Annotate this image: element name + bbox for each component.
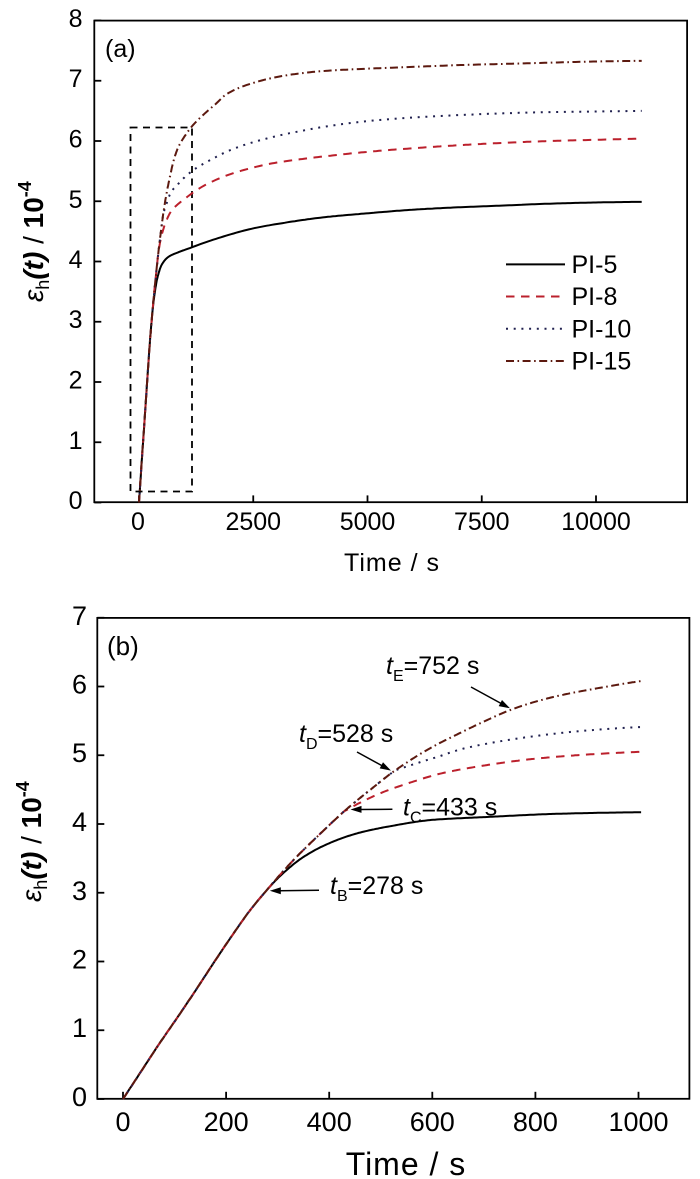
svg-text:tD=528 s: tD=528 s: [299, 720, 393, 753]
svg-text:5: 5: [72, 738, 87, 768]
svg-text:Time / s: Time / s: [346, 1146, 467, 1179]
svg-text:PI-10: PI-10: [572, 315, 632, 343]
svg-text:0: 0: [115, 1107, 130, 1137]
svg-text:Time / s: Time / s: [344, 549, 440, 577]
svg-text:(b): (b): [107, 631, 139, 661]
svg-text:3: 3: [69, 306, 83, 334]
svg-text:4: 4: [72, 807, 87, 837]
svg-text:6: 6: [69, 126, 83, 154]
svg-text:2500: 2500: [225, 508, 281, 536]
svg-text:1000: 1000: [608, 1107, 668, 1137]
svg-text:tE=752 s: tE=752 s: [386, 652, 479, 685]
svg-text:PI-8: PI-8: [572, 283, 618, 311]
svg-text:7: 7: [72, 601, 87, 631]
svg-text:PI-5: PI-5: [572, 251, 618, 279]
svg-text:10000: 10000: [561, 508, 631, 536]
svg-text:1: 1: [72, 1013, 87, 1043]
svg-text:400: 400: [307, 1107, 352, 1137]
svg-text:7: 7: [69, 65, 83, 93]
svg-text:5000: 5000: [340, 508, 396, 536]
svg-text:PI-15: PI-15: [572, 348, 632, 376]
svg-text:8: 8: [69, 5, 83, 33]
svg-text:tC=433 s: tC=433 s: [403, 794, 497, 827]
svg-text:2: 2: [72, 945, 87, 975]
svg-text:(a): (a): [105, 35, 136, 63]
svg-text:2: 2: [69, 367, 83, 395]
svg-text:4: 4: [69, 246, 83, 274]
svg-text:3: 3: [72, 876, 87, 906]
svg-text:800: 800: [513, 1107, 558, 1137]
svg-text:0: 0: [69, 487, 83, 515]
svg-text:1: 1: [69, 427, 83, 455]
svg-text:200: 200: [204, 1107, 249, 1137]
svg-text:εh(t) / 10-4: εh(t) / 10-4: [13, 781, 51, 902]
svg-text:tB=278 s: tB=278 s: [330, 872, 423, 905]
svg-text:0: 0: [72, 1082, 87, 1112]
svg-text:600: 600: [410, 1107, 455, 1137]
svg-text:0: 0: [131, 508, 145, 536]
svg-text:5: 5: [69, 186, 83, 214]
svg-text:6: 6: [72, 670, 87, 700]
svg-text:7500: 7500: [454, 508, 510, 536]
